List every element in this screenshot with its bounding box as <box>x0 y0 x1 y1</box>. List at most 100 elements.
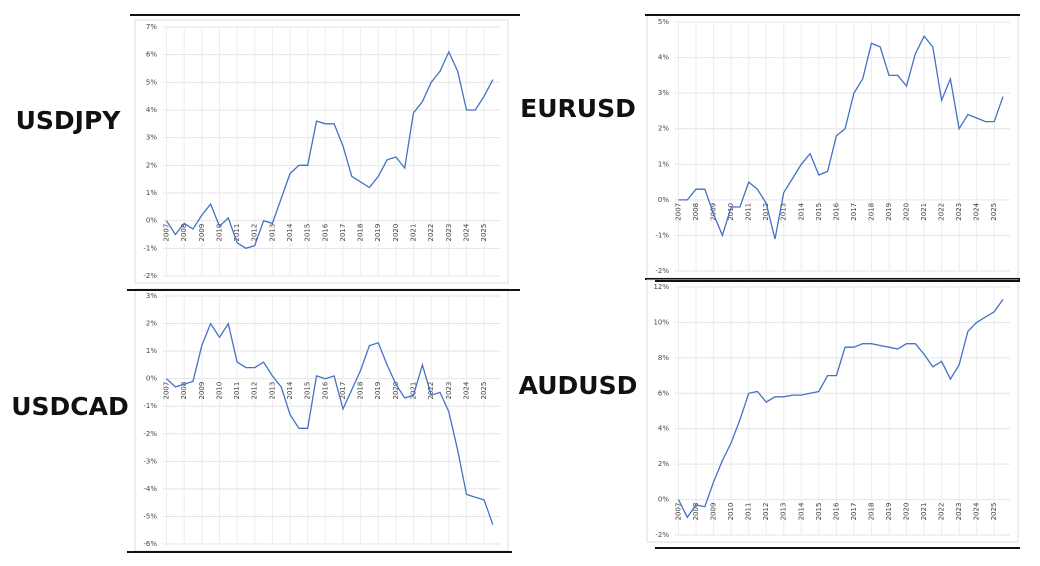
x-tick-label: 2019 <box>374 224 382 242</box>
x-tick-label: 2016 <box>832 502 840 520</box>
y-tick-label: -6% <box>143 540 157 548</box>
y-tick-label: -1% <box>143 244 157 252</box>
x-tick-label: 2014 <box>797 502 805 520</box>
x-tick-label: 2013 <box>268 224 276 242</box>
x-tick-label: 2018 <box>867 203 875 221</box>
line-series <box>166 321 494 525</box>
y-tick-label: 0% <box>658 496 669 504</box>
y-tick-label: 4% <box>146 106 157 114</box>
x-tick-label: 2008 <box>692 203 700 221</box>
y-tick-label: 4% <box>658 425 669 433</box>
y-tick-label: 12% <box>653 283 669 291</box>
y-tick-label: 6% <box>658 389 669 397</box>
plot-frame <box>134 288 509 552</box>
x-tick-label: 2016 <box>321 223 329 241</box>
x-tick-label: 2022 <box>938 203 946 221</box>
x-tick-label: 2013 <box>268 382 276 400</box>
x-tick-label: 2022 <box>427 224 435 242</box>
y-tick-label: 5% <box>658 18 669 26</box>
x-tick-label: 2020 <box>392 224 400 242</box>
x-tick-label: 2011 <box>745 203 753 221</box>
chart-title: EURUSD <box>520 94 636 123</box>
x-tick-label: 2009 <box>710 503 718 521</box>
x-tick-label: 2020 <box>392 382 400 400</box>
x-tick-label: 2015 <box>304 382 312 400</box>
x-tick-label: 2012 <box>762 203 770 221</box>
y-tick-label: 0% <box>146 217 157 225</box>
y-tick-label: 2% <box>146 320 157 328</box>
x-tick-label: 2011 <box>233 382 241 400</box>
x-tick-label: 2024 <box>973 502 981 520</box>
x-tick-label: 2007 <box>163 382 171 400</box>
x-tick-label: 2025 <box>990 503 998 521</box>
x-tick-label: 2011 <box>233 224 241 242</box>
x-tick-label: 2023 <box>445 382 453 400</box>
x-tick-label: 2009 <box>198 224 206 242</box>
y-tick-label: -2% <box>655 531 669 539</box>
y-tick-label: 3% <box>146 134 157 142</box>
y-tick-label: 3% <box>146 292 157 300</box>
y-tick-label: -1% <box>143 402 157 410</box>
x-tick-label: 2021 <box>410 224 418 242</box>
y-tick-label: 3% <box>658 89 669 97</box>
x-tick-label: 2019 <box>885 503 893 521</box>
x-tick-label: 2022 <box>938 503 946 521</box>
plot-frame <box>134 19 509 284</box>
x-tick-label: 2007 <box>675 503 683 521</box>
x-tick-label: 2017 <box>339 382 347 400</box>
x-tick-label: 2013 <box>780 503 788 521</box>
y-tick-label: 5% <box>146 78 157 86</box>
x-tick-label: 2017 <box>850 503 858 521</box>
x-tick-label: 2014 <box>797 202 805 220</box>
x-tick-label: 2008 <box>180 382 188 400</box>
line-series <box>678 35 1004 240</box>
y-tick-label: -3% <box>143 457 157 465</box>
chart-title: AUDUSD <box>519 371 638 400</box>
x-tick-label: 2009 <box>198 382 206 400</box>
x-tick-label: 2015 <box>304 224 312 242</box>
y-tick-label: 4% <box>658 54 669 62</box>
y-tick-label: -2% <box>655 267 669 275</box>
x-tick-label: 2007 <box>163 224 171 242</box>
line-series <box>677 299 1004 519</box>
x-tick-label: 2015 <box>815 503 823 521</box>
y-tick-label: 2% <box>146 161 157 169</box>
x-tick-label: 2012 <box>762 503 770 521</box>
x-tick-label: 2012 <box>251 382 259 400</box>
x-tick-label: 2020 <box>903 203 911 221</box>
y-tick-label: 0% <box>146 375 157 383</box>
x-tick-label: 2018 <box>357 382 365 400</box>
x-tick-label: 2024 <box>973 202 981 220</box>
y-tick-label: 10% <box>653 318 669 326</box>
y-tick-label: 0% <box>658 196 669 204</box>
x-tick-label: 2017 <box>850 203 858 221</box>
x-tick-label: 2011 <box>745 503 753 521</box>
y-tick-label: -2% <box>143 430 157 438</box>
x-tick-label: 2014 <box>286 381 294 399</box>
x-tick-label: 2019 <box>374 382 382 400</box>
x-tick-label: 2024 <box>462 381 470 399</box>
y-tick-label: 1% <box>146 189 157 197</box>
x-tick-label: 2012 <box>251 224 259 242</box>
x-tick-label: 2018 <box>867 503 875 521</box>
y-tick-label: 7% <box>146 23 157 31</box>
x-tick-label: 2010 <box>215 382 223 400</box>
y-tick-label: -5% <box>143 512 157 520</box>
x-tick-label: 2023 <box>445 224 453 242</box>
x-tick-label: 2008 <box>180 224 188 242</box>
x-tick-label: 2009 <box>710 203 718 221</box>
x-tick-label: 2025 <box>990 203 998 221</box>
x-tick-label: 2023 <box>955 503 963 521</box>
x-tick-label: 2013 <box>780 203 788 221</box>
x-tick-label: 2016 <box>832 202 840 220</box>
x-tick-label: 2025 <box>480 224 488 242</box>
y-tick-label: 8% <box>658 354 669 362</box>
x-tick-label: 2025 <box>480 382 488 400</box>
x-tick-label: 2010 <box>727 503 735 521</box>
y-tick-label: 6% <box>146 51 157 59</box>
x-tick-label: 2021 <box>920 203 928 221</box>
x-tick-label: 2020 <box>903 503 911 521</box>
x-tick-label: 2023 <box>955 203 963 221</box>
x-tick-label: 2010 <box>727 203 735 221</box>
